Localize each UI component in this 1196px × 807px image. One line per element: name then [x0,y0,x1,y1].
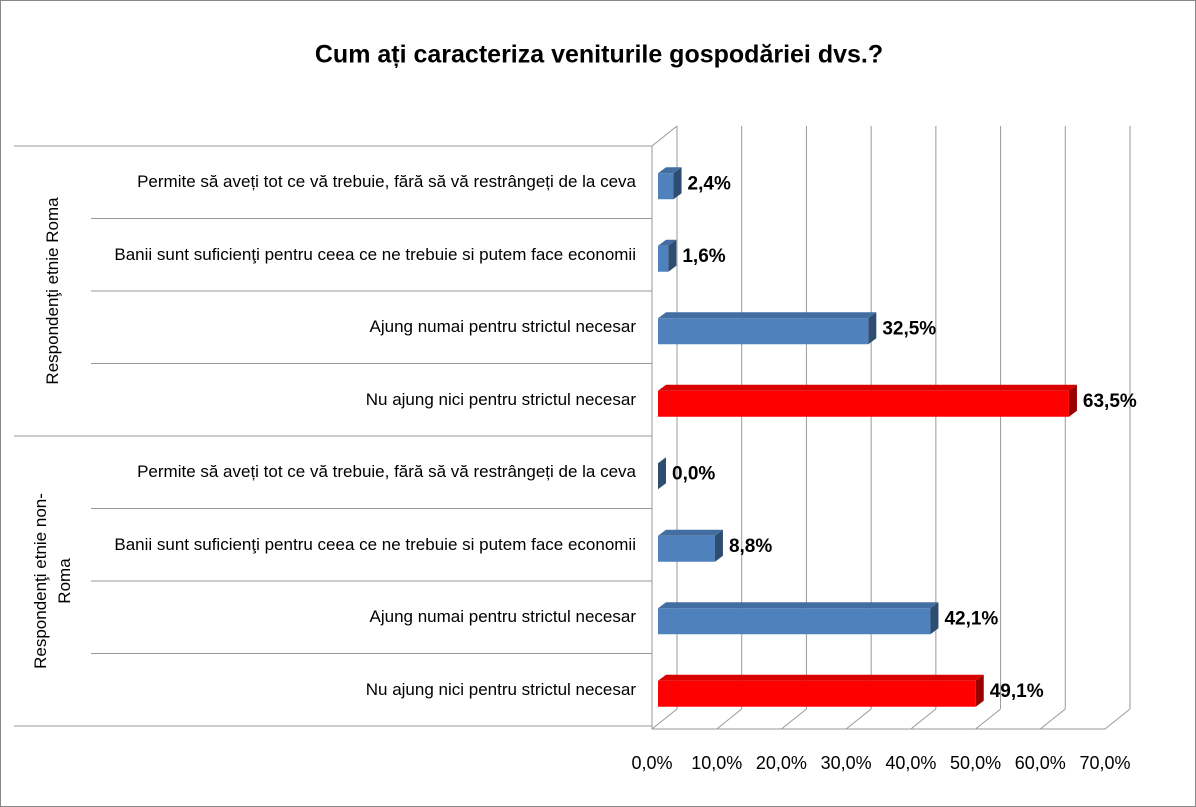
category-label: Permite să aveți tot ce vă trebuie, fără… [137,462,636,482]
axis-line [651,125,678,147]
chart-title: Cum ați caracteriza veniturile gospodări… [315,41,883,69]
bar [658,318,869,345]
bar-top [658,529,723,536]
grid-line [910,708,937,730]
bar-top [658,167,682,174]
value-label: 32,5% [882,318,936,339]
bar-side [714,529,723,562]
bar [658,173,674,200]
x-tick-label: 40,0% [885,753,936,773]
grid-line [716,708,743,730]
bar-top [658,602,939,609]
group-label: Respondenţi etnie Roma [43,197,62,385]
value-label: 63,5% [1083,391,1137,412]
grid-line [1039,708,1066,730]
bar-side [668,239,677,272]
value-label: 2,4% [688,173,731,194]
category-label: Ajung numai pentru strictul necesar [369,317,636,337]
value-label: 0,0% [672,463,715,484]
bar-top [658,674,984,681]
grid-line [845,708,872,730]
grid-line [975,708,1001,730]
x-tick-label: 0,0% [631,753,672,773]
bar [658,390,1069,417]
value-label: 42,1% [944,608,998,629]
grid-line [651,708,678,730]
x-tick-label: 30,0% [821,753,872,773]
value-label: 49,1% [990,681,1044,702]
value-label: 1,6% [682,246,725,267]
bar [658,608,931,635]
value-label: 8,8% [729,536,772,557]
bar [658,245,669,272]
category-label: Ajung numai pentru strictul necesar [369,607,636,627]
x-tick-label: 60,0% [1015,753,1066,773]
category-label: Permite să aveți tot ce vă trebuie, fără… [137,172,636,192]
bar-side [930,602,939,635]
x-tick-label: 70,0% [1079,753,1130,773]
bar-top [658,312,877,319]
x-tick-label: 50,0% [950,753,1001,773]
category-label: Nu ajung nici pentru strictul necesar [365,679,636,699]
x-tick-label: 20,0% [756,753,807,773]
bar-side [1068,384,1077,417]
bar-side [658,457,666,490]
bar-side [868,312,877,345]
bar-side [975,674,984,707]
grid-line [781,708,807,730]
bar [658,535,715,562]
bar-side [673,167,682,200]
grid-line [1104,708,1131,730]
category-label: Banii sunt suficienţi pentru ceea ce ne … [114,244,636,264]
bar-top [658,384,1077,391]
group-label: Respondenţi etnie non-Roma [31,493,74,669]
category-label: Banii sunt suficienţi pentru ceea ce ne … [114,534,636,554]
category-label: Nu ajung nici pentru strictul necesar [365,389,636,409]
bar-top [658,239,677,246]
bar [658,680,976,707]
x-tick-label: 10,0% [691,753,742,773]
